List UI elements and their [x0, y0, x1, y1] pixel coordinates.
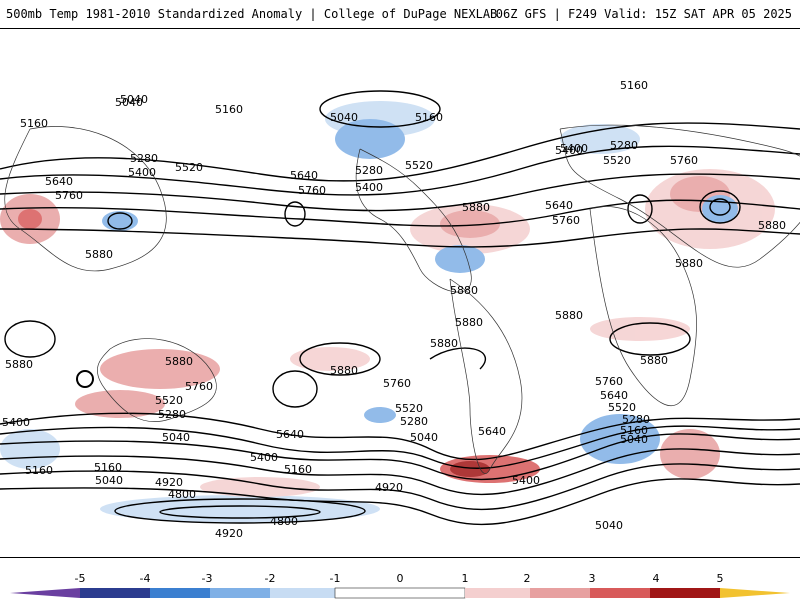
model-valid-time: 06Z GFS | F249 Valid: 15Z SAT APR 05 202…	[495, 7, 792, 21]
map-canvas: 5160 5040 5160 5040 5160 5280 5520 5400 …	[0, 79, 800, 540]
contour-label: 5400	[555, 144, 583, 157]
colorbar-segment-zero	[334, 587, 466, 599]
contour-label: 5760	[670, 154, 698, 167]
colorbar-ticks: -5 -4 -3 -2 -1 0 1 2 3 4 5	[75, 572, 724, 585]
contour-label: 5520	[608, 401, 636, 414]
contour-label: 5040	[95, 474, 123, 487]
contour-label: 4800	[270, 515, 298, 528]
colorbar-segment-pos1	[465, 588, 530, 598]
contour-label: 5520	[175, 161, 203, 174]
contour-label: 5400	[128, 166, 156, 179]
contour-label: 4920	[375, 481, 403, 494]
contour-label: 5880	[450, 284, 478, 297]
contour-labels: 5160 5040 5160 5040 5160 5280 5520 5400 …	[2, 79, 786, 540]
weather-map: 5160 5040 5160 5040 5160 5280 5520 5400 …	[0, 28, 800, 558]
contour-label: 5400	[250, 451, 278, 464]
colorbar-tick: 4	[653, 572, 660, 585]
colorbar-tip-neg5	[10, 588, 80, 598]
contour-label: 5280	[610, 139, 638, 152]
contour-label: 5040	[120, 93, 148, 106]
contour-label: 5040	[410, 431, 438, 444]
contour-label: 5040	[620, 433, 648, 446]
contour-label: 5640	[276, 428, 304, 441]
contour-label: 5880	[640, 354, 668, 367]
contour-label: 5280	[622, 413, 650, 426]
contour-label: 5040	[330, 111, 358, 124]
colorbar-segment-neg4	[80, 588, 150, 598]
colorbar-tick: -5	[75, 572, 86, 585]
contour-label: 5160	[20, 117, 48, 130]
contour-label: 5880	[430, 337, 458, 350]
contour-label: 5640	[290, 169, 318, 182]
colorbar-segment-neg2	[210, 588, 270, 598]
contour-label: 5760	[185, 380, 213, 393]
contour-label: 5160	[620, 424, 648, 437]
colorbar-tick: 5	[717, 572, 724, 585]
colorbar-segment-pos4	[650, 588, 720, 598]
contour-label: 5640	[45, 175, 73, 188]
contour-label: 5160	[94, 461, 122, 474]
contour-label: 5760	[552, 214, 580, 227]
contour-label: 5760	[55, 189, 83, 202]
contour-label: 5280	[400, 415, 428, 428]
colorbar-segment-pos3	[590, 588, 650, 598]
contour-label: 5160	[25, 464, 53, 477]
map-header: 500mb Temp 1981-2010 Standardized Anomal…	[0, 0, 800, 28]
contour-label: 5400	[512, 474, 540, 487]
contour-label: 5040	[115, 96, 143, 109]
colorbar-segments	[10, 587, 790, 599]
contour-label: 5880	[330, 364, 358, 377]
map-title: 500mb Temp 1981-2010 Standardized Anomal…	[6, 7, 498, 21]
colorbar-tick: 0	[397, 572, 404, 585]
contour-label: 5160	[620, 79, 648, 92]
coastlines	[4, 124, 800, 474]
colorbar-segment-pos2	[530, 588, 590, 598]
colorbar-tick: -4	[140, 572, 151, 585]
contour-label: 5880	[165, 355, 193, 368]
contour-label: 5040	[595, 519, 623, 532]
colorbar-segment-neg1	[270, 588, 335, 598]
contour-label: 5640	[545, 199, 573, 212]
contour-label: 5280	[355, 164, 383, 177]
contour-label: 5640	[478, 425, 506, 438]
contour-label: 5400	[2, 416, 30, 429]
contour-label: 5640	[600, 389, 628, 402]
contour-label: 5040	[162, 431, 190, 444]
contour-label: 5520	[155, 394, 183, 407]
contour-label: 5520	[405, 159, 433, 172]
contour-label: 4800	[168, 488, 196, 501]
contour-label: 4920	[215, 527, 243, 540]
contour-label: 5160	[215, 103, 243, 116]
contour-label: 5280	[130, 152, 158, 165]
contour-label: 5760	[298, 184, 326, 197]
contour-label: 5160	[284, 463, 312, 476]
colorbar-tick: -3	[202, 572, 213, 585]
contour-label: 5400	[355, 181, 383, 194]
colorbar-segment-neg3	[150, 588, 210, 598]
colorbar-canvas: -5 -4 -3 -2 -1 0 1 2 3 4 5	[10, 572, 790, 599]
contour-label: 5880	[758, 219, 786, 232]
contour-label: 5760	[595, 375, 623, 388]
contour-label: 5880	[555, 309, 583, 322]
contour-label: 4920	[155, 476, 183, 489]
colorbar-tick: 2	[524, 572, 531, 585]
contour-label: 5880	[455, 316, 483, 329]
anomaly-colorbar: -5 -4 -3 -2 -1 0 1 2 3 4 5	[0, 568, 800, 600]
colorbar-tick: -2	[265, 572, 276, 585]
contour-label: 5160	[415, 111, 443, 124]
contour-label: 5880	[462, 201, 490, 214]
colorbar-tick: -1	[330, 572, 341, 585]
contour-label: 5280	[158, 408, 186, 421]
contour-label: 5880	[85, 248, 113, 261]
contour-label: 5520	[603, 154, 631, 167]
height-contours	[0, 90, 800, 526]
colorbar-tick: 3	[589, 572, 596, 585]
colorbar-tick: 1	[462, 572, 469, 585]
contour-label: 5520	[395, 402, 423, 415]
contour-label: 5880	[5, 358, 33, 371]
colorbar-tip-pos5	[720, 588, 790, 598]
contour-label: 5760	[383, 377, 411, 390]
contour-label: 5400	[560, 142, 588, 155]
contour-label: 5880	[675, 257, 703, 270]
